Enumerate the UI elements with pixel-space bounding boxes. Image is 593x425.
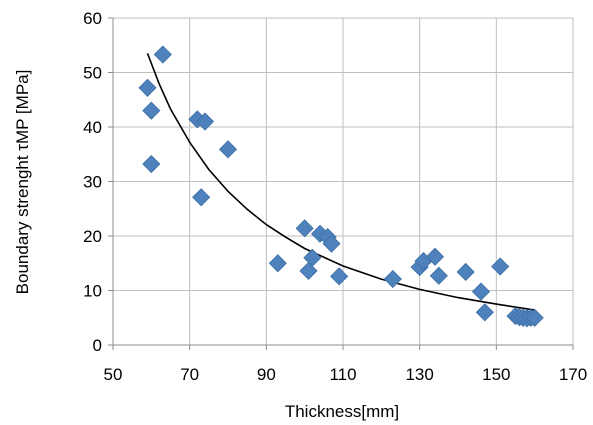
data-point: [491, 257, 510, 276]
axes: [108, 17, 574, 350]
trendline-curve: [146, 53, 535, 311]
data-point: [383, 269, 402, 289]
y-tick-label: 30: [83, 173, 102, 192]
x-tick-label: 150: [482, 365, 510, 384]
trendline: [146, 53, 535, 311]
data-point: [429, 266, 448, 285]
tick-labels: 0 10 20 30 40 50 60 50 70 90 110 130 150 170: [83, 9, 587, 384]
x-tick-label: 70: [180, 365, 199, 384]
y-tick-label: 20: [83, 227, 102, 246]
x-tick-label: 50: [104, 365, 123, 384]
data-point: [295, 219, 314, 238]
data-point: [475, 303, 494, 322]
y-tick-label: 0: [93, 336, 102, 355]
data-point: [299, 261, 318, 280]
x-axis-title: Thickness[mm]: [285, 402, 399, 421]
y-axis-title: Boundary strenght τMP [MPa]: [13, 70, 32, 295]
data-point: [153, 45, 172, 64]
data-point: [268, 254, 287, 273]
data-point: [195, 112, 215, 131]
data-point: [303, 248, 322, 267]
x-tick-label: 110: [329, 365, 356, 384]
y-tick-label: 50: [83, 64, 102, 83]
x-tick-label: 130: [405, 365, 433, 384]
data-point: [218, 140, 238, 159]
y-tick-label: 40: [83, 118, 102, 137]
data-point: [142, 154, 161, 174]
data-points: [138, 45, 544, 328]
data-point: [192, 188, 211, 207]
x-tick-label: 170: [559, 365, 587, 384]
data-point: [456, 262, 475, 282]
data-point: [322, 234, 341, 253]
data-point: [330, 267, 349, 286]
x-tick-label: 90: [257, 365, 276, 384]
y-tick-label: 10: [83, 282, 102, 301]
y-tick-label: 60: [83, 9, 102, 28]
data-point: [425, 247, 445, 266]
data-point: [142, 101, 161, 120]
gridlines: [113, 17, 574, 345]
data-point: [471, 282, 491, 301]
data-point: [138, 78, 157, 97]
data-point: [525, 308, 544, 327]
